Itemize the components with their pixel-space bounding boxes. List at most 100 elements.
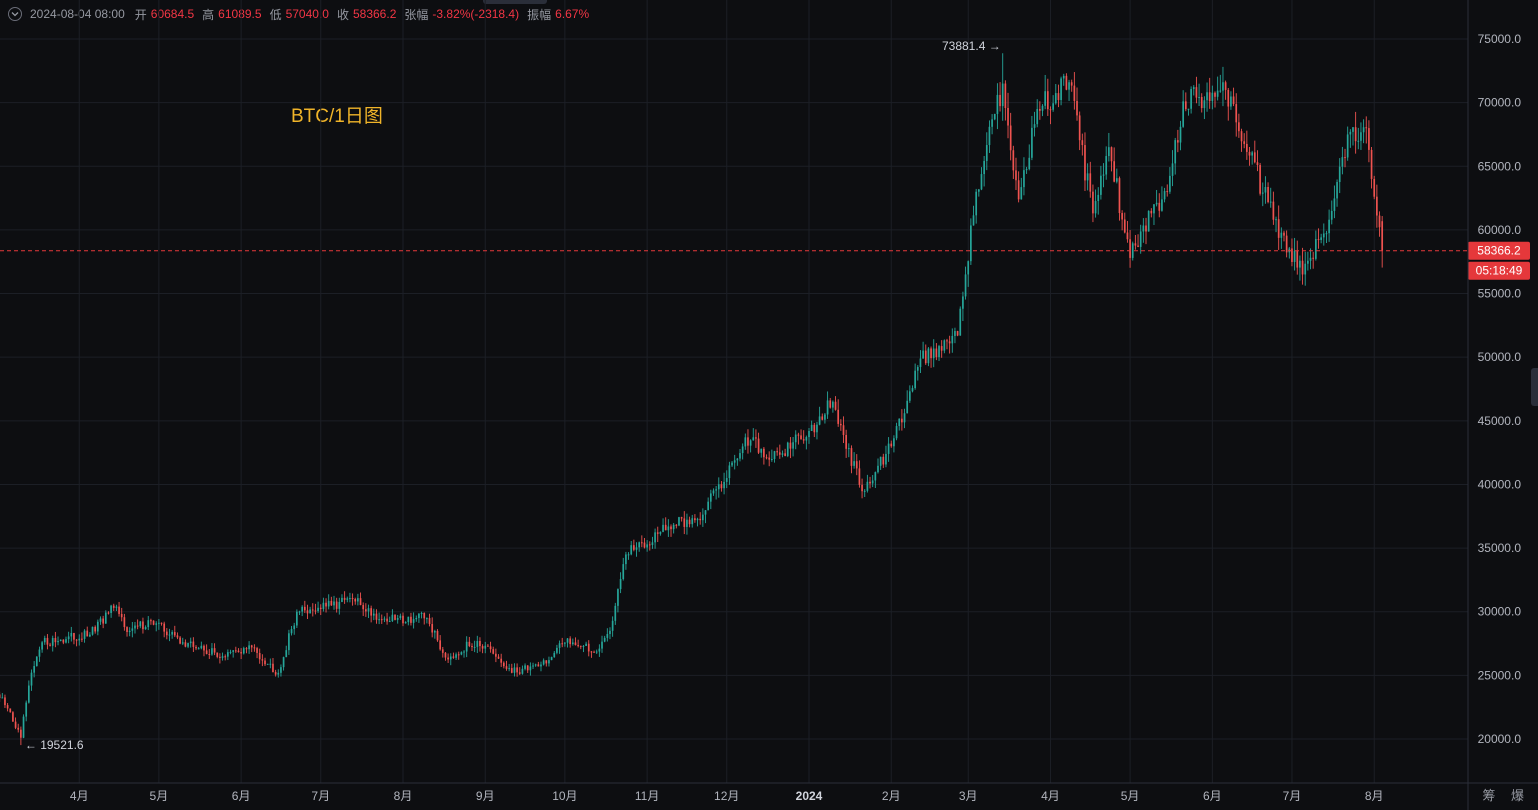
candle: [609, 627, 611, 640]
candle: [59, 639, 62, 642]
candle: [415, 615, 418, 622]
candle: [869, 476, 871, 489]
candle: [1346, 126, 1349, 161]
candle-body: [1137, 245, 1139, 247]
candle: [447, 653, 449, 663]
candle-body: [1309, 257, 1312, 261]
candle-body: [1134, 243, 1137, 246]
candle: [465, 636, 468, 658]
candle-body: [940, 346, 943, 351]
candle-body: [288, 633, 290, 651]
candle-body: [1362, 127, 1365, 133]
candle: [516, 663, 518, 677]
candle: [802, 430, 805, 444]
candle: [792, 436, 794, 457]
candle: [51, 635, 54, 652]
candle: [1033, 111, 1036, 137]
candle-body: [1108, 147, 1110, 157]
candle-body: [579, 645, 582, 647]
candle: [203, 644, 205, 657]
candle-body: [1171, 163, 1174, 176]
candle-body: [285, 650, 288, 658]
candle-body: [988, 126, 991, 146]
candle: [357, 593, 359, 606]
candle-body: [250, 645, 253, 648]
chevron-down-icon[interactable]: [8, 7, 22, 21]
candle: [946, 338, 948, 350]
candle-body: [500, 658, 503, 663]
candle-body: [1015, 170, 1017, 181]
candle: [112, 603, 115, 612]
side-panel-handle[interactable]: [1531, 368, 1538, 406]
candle: [160, 622, 163, 626]
candle: [27, 680, 30, 704]
candle: [234, 646, 237, 653]
candle: [57, 636, 59, 646]
candle: [863, 489, 866, 498]
candle: [1163, 187, 1166, 203]
candle-body: [1365, 127, 1368, 129]
candle: [1052, 95, 1054, 112]
candle: [598, 644, 601, 657]
candle-body: [959, 308, 962, 336]
candle: [587, 640, 590, 657]
candle: [903, 408, 906, 429]
candle: [1259, 162, 1261, 196]
low-label: 低: [269, 7, 282, 22]
candle: [1224, 80, 1227, 100]
candle-body: [155, 623, 158, 625]
candle: [991, 114, 993, 135]
candle: [1238, 113, 1240, 138]
candle-body: [786, 442, 789, 456]
candle: [22, 714, 25, 739]
candle-body: [6, 705, 9, 709]
candle: [882, 453, 885, 468]
candle: [399, 613, 402, 620]
candle: [1253, 140, 1256, 164]
candle-body: [322, 602, 325, 610]
candle: [1370, 146, 1373, 189]
candle-body: [447, 657, 449, 660]
candle: [181, 637, 184, 646]
candle: [1118, 176, 1121, 221]
candle-body: [319, 607, 322, 610]
candle: [1086, 163, 1089, 191]
x-tick-label: 5月: [1121, 789, 1140, 803]
candle: [338, 597, 341, 615]
candle-body: [1131, 243, 1134, 258]
candle: [956, 330, 959, 337]
candle-body: [980, 174, 983, 190]
candle: [654, 528, 656, 549]
top-resize-handle[interactable]: [483, 0, 547, 4]
candle: [1025, 166, 1028, 174]
x-tick-label: 2月: [882, 789, 901, 803]
candle-body: [1033, 124, 1036, 128]
candle-body: [396, 617, 399, 620]
candle-body: [603, 637, 606, 642]
candle-body: [266, 663, 269, 665]
y-tick-label: 70000.0: [1478, 96, 1522, 110]
candle-body: [1092, 191, 1094, 214]
candle: [702, 508, 704, 527]
candle-body: [173, 632, 176, 636]
candle-body: [1110, 147, 1113, 162]
current-price-text: 58366.2: [1477, 244, 1521, 258]
candle: [901, 409, 903, 431]
candle-body: [582, 645, 585, 647]
candle: [407, 616, 410, 626]
candle-body: [670, 526, 672, 530]
candle: [463, 650, 465, 658]
candle: [1256, 150, 1259, 172]
candle: [919, 350, 922, 373]
candle-body: [327, 600, 330, 607]
candle: [664, 517, 667, 531]
candle-body: [1275, 219, 1277, 221]
candle-body: [548, 660, 550, 664]
y-tick-label: 45000.0: [1478, 414, 1522, 428]
candle-body: [62, 639, 65, 643]
candle: [261, 654, 264, 667]
candle-body: [311, 609, 314, 611]
candle: [625, 551, 627, 570]
candle-body: [794, 434, 797, 443]
